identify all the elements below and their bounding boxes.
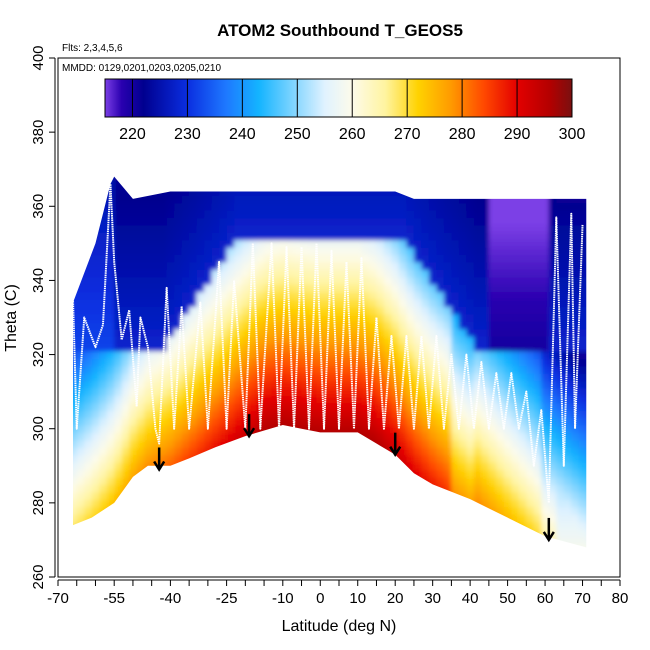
x-axis: -70 -55 -40 -25 -10 0 10 20 30 40 50 60 70 80	[47, 579, 629, 607]
x-tick-label: 70	[574, 590, 591, 607]
flights-label: Flts: 2,3,4,5,6	[62, 43, 123, 54]
y-tick-label: 300	[30, 416, 47, 441]
colorbar-tick-label: 290	[504, 126, 531, 143]
profile-arrow	[243, 414, 256, 439]
y-axis: 260 280 300 320 340 360 380 400	[30, 45, 56, 590]
y-tick-label: 280	[30, 490, 47, 515]
x-tick-label: 0	[316, 590, 324, 607]
profile-arrow	[389, 432, 402, 458]
x-tick-label: -10	[272, 590, 294, 607]
x-axis-label: Latitude (deg N)	[282, 618, 397, 635]
x-tick-label: -70	[47, 590, 69, 607]
colorbar-tick-label: 250	[284, 126, 311, 143]
x-tick-label: 80	[612, 590, 629, 607]
x-tick-label: 40	[462, 590, 479, 607]
y-axis-label: Theta (C)	[3, 284, 20, 352]
colorbar-tick-label: 220	[119, 126, 146, 143]
colorbar-tick-label: 260	[339, 126, 366, 143]
x-tick-label: 20	[387, 590, 404, 607]
colorbar-gradient	[104, 78, 573, 118]
x-tick-label: -25	[216, 590, 238, 607]
colorbar: 220 230 240 250 260 270 280 290 300	[104, 78, 586, 143]
colorbar-tick-label: 230	[174, 126, 201, 143]
dates-label: MMDD: 0129,0201,0203,0205,0210	[62, 63, 221, 74]
x-tick-label: 10	[349, 590, 366, 607]
x-tick-label: 30	[424, 590, 441, 607]
x-tick-label: -55	[103, 590, 125, 607]
y-tick-label: 260	[30, 564, 47, 589]
x-tick-label: 60	[537, 590, 554, 607]
plot-frame	[57, 57, 621, 578]
profile-arrows	[153, 414, 555, 543]
colorbar-tick-label: 270	[394, 126, 421, 143]
y-tick-label: 360	[30, 194, 47, 219]
y-tick-label: 320	[30, 342, 47, 367]
colorbar-tick-label: 280	[449, 126, 476, 143]
y-tick-label: 380	[30, 120, 47, 145]
y-tick-label: 400	[30, 45, 47, 70]
profile-arrow	[542, 517, 555, 543]
profile-arrow	[153, 447, 166, 472]
chart-title: ATOM2 Southbound T_GEOS5	[217, 21, 463, 40]
colorbar-tick-label: 240	[229, 126, 256, 143]
y-tick-label: 340	[30, 268, 47, 293]
temperature-field	[72, 176, 587, 548]
x-tick-label: -40	[160, 590, 182, 607]
x-tick-label: 50	[499, 590, 516, 607]
flight-track	[71, 183, 584, 504]
flight-track-line	[71, 183, 584, 504]
colorbar-tick-label: 300	[559, 126, 586, 143]
